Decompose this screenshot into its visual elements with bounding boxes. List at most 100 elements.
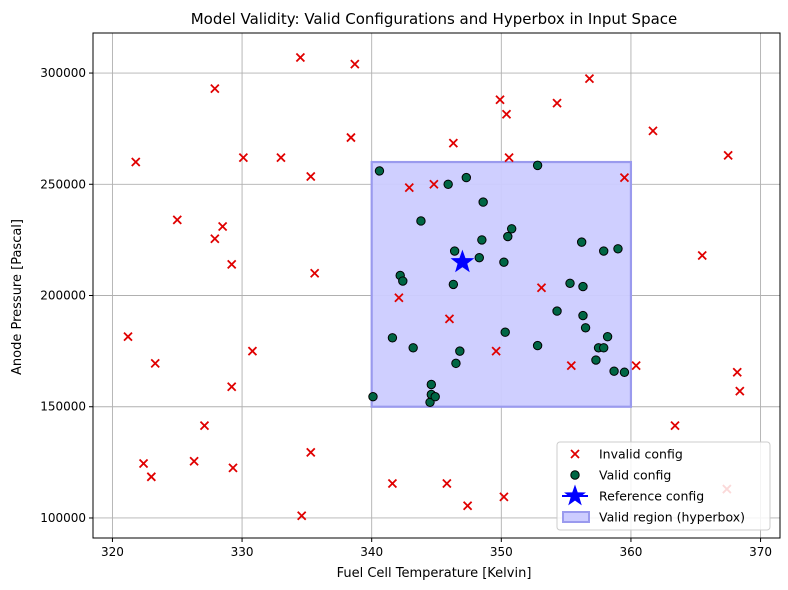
hyperbox-region [370, 160, 633, 408]
valid-point [532, 160, 543, 171]
valid-point [576, 237, 587, 247]
invalid-point [150, 358, 160, 368]
valid-point [499, 257, 509, 267]
valid-point [619, 367, 630, 377]
x-tick-label: 370 [749, 545, 772, 559]
valid-point [374, 166, 385, 176]
valid-point [387, 333, 398, 343]
invalid-point [697, 250, 707, 261]
invalid-point [648, 126, 658, 136]
invalid-point [566, 360, 576, 371]
valid-point [602, 331, 613, 342]
invalid-point [462, 501, 473, 511]
invalid-point [444, 314, 455, 324]
valid-point [532, 340, 543, 351]
valid-point [565, 278, 575, 288]
invalid-point [310, 268, 320, 278]
valid-point [609, 366, 619, 376]
y-tick-label: 250000 [40, 177, 86, 191]
valid-point [368, 392, 378, 402]
valid-point [426, 379, 437, 390]
plot-frame [92, 32, 781, 539]
invalid-point [404, 182, 414, 193]
invalid-point [394, 293, 404, 303]
valid-point [599, 343, 609, 353]
invalid-point [429, 179, 439, 189]
invalid-point [631, 360, 641, 371]
x-tick-label: 330 [231, 545, 254, 559]
valid-point [506, 224, 517, 234]
valid-point [552, 306, 562, 316]
invalid-point [387, 478, 398, 489]
valid-point [451, 358, 461, 369]
valid-point [477, 235, 487, 245]
legend-box [556, 441, 771, 531]
invalid-point [199, 421, 210, 431]
y-tick-label: 150000 [40, 400, 86, 414]
invalid-point [217, 221, 228, 232]
valid-point [613, 244, 623, 254]
invalid-points [123, 52, 745, 521]
invalid-point [735, 386, 745, 396]
invalid-point [732, 367, 742, 377]
valid-point [474, 252, 484, 263]
y-tick-label: 300000 [40, 66, 86, 80]
x-tick-label: 350 [490, 545, 513, 559]
valid-point [430, 392, 440, 402]
invalid-point [210, 83, 220, 94]
invalid-point [584, 73, 595, 84]
valid-point [578, 310, 588, 321]
valid-point [449, 246, 460, 256]
invalid-point [499, 492, 509, 502]
invalid-point [227, 259, 237, 270]
x-tick-label: 360 [619, 545, 642, 559]
valid-point [398, 276, 408, 286]
invalid-point [306, 171, 316, 182]
invalid-point [501, 109, 512, 119]
valid-point [500, 327, 510, 337]
legend-label: Valid region (hyperbox) [599, 510, 745, 525]
valid-point [580, 323, 591, 333]
x-axis-label: Fuel Cell Temperature [Kelvin] [337, 566, 532, 581]
invalid-point [552, 98, 562, 108]
x-axis-ticks: 320 330 340 350 360 370 [101, 538, 772, 559]
valid-point [448, 279, 459, 290]
invalid-point [350, 59, 360, 69]
valid-point [478, 197, 488, 207]
invalid-point [131, 157, 141, 167]
x-tick-label: 320 [101, 545, 124, 559]
invalid-point [723, 150, 733, 160]
invalid-point [619, 172, 630, 183]
legend-label: Reference config [599, 489, 704, 504]
valid-point [461, 172, 472, 183]
invalid-point [495, 95, 505, 105]
invalid-point [138, 458, 149, 469]
valid-points [368, 160, 630, 407]
legend-label: Invalid config [599, 447, 683, 462]
valid-point [503, 231, 513, 242]
legend-hyperbox-swatch [562, 511, 590, 523]
invalid-point [295, 52, 306, 63]
legend: Invalid config Valid config Reference conf… [556, 441, 771, 531]
invalid-point [228, 463, 238, 473]
y-tick-label: 100000 [40, 511, 86, 525]
legend-valid-marker [570, 470, 580, 480]
valid-point [599, 246, 609, 256]
y-axis-label: Anode Pressure [Pascal] [10, 219, 25, 375]
valid-point [578, 281, 588, 292]
valid-point [443, 179, 453, 189]
x-tick-label: 340 [360, 545, 383, 559]
invalid-point [491, 346, 501, 356]
invalid-point [448, 138, 458, 148]
invalid-point [346, 132, 356, 143]
valid-point [591, 355, 601, 365]
chart-title: Model Validity: Valid Configurations and… [191, 10, 678, 28]
legend-label: Valid config [599, 468, 671, 483]
valid-point [416, 216, 426, 226]
invalid-point [189, 456, 199, 466]
legend-reference-marker [564, 484, 586, 506]
y-tick-label: 200000 [40, 289, 86, 303]
invalid-point [670, 421, 680, 431]
invalid-point [172, 215, 182, 225]
